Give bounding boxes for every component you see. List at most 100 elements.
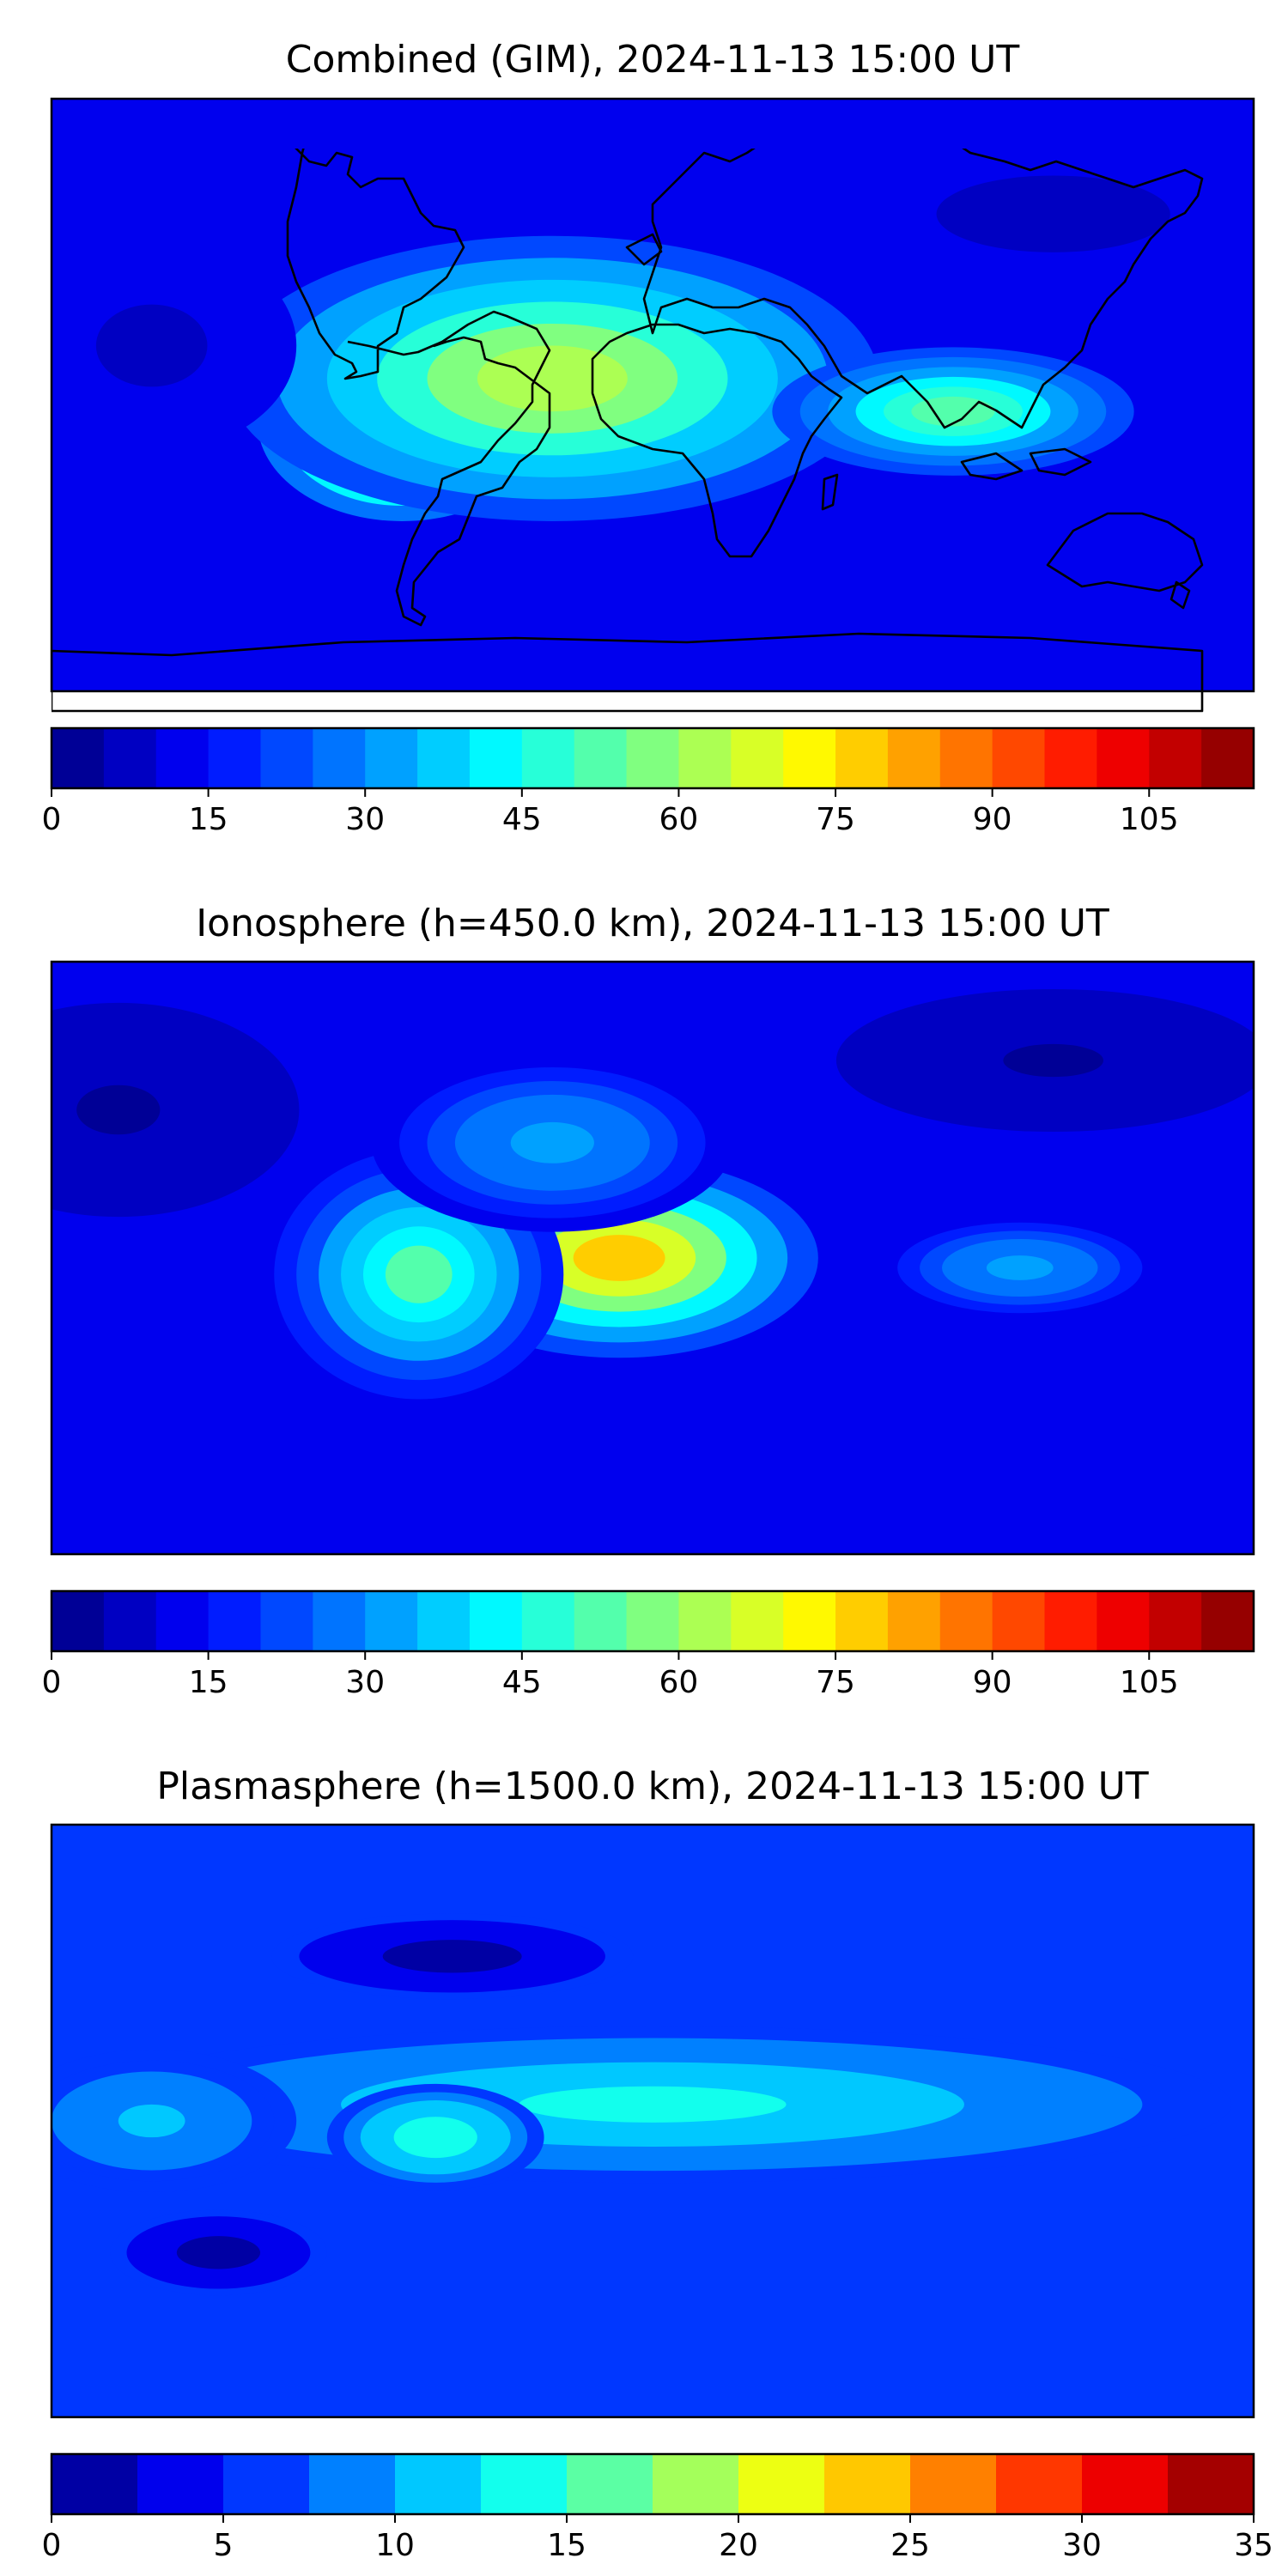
colorbar-tick-label: 15 xyxy=(189,802,228,837)
contour-level xyxy=(477,345,628,412)
contour-level xyxy=(118,320,185,371)
contour-feature xyxy=(227,235,878,521)
contour-feature xyxy=(835,988,1254,1133)
colorbar-segment xyxy=(939,728,993,788)
colorbar-combined: 0 15 30 45 60 75 90 105 xyxy=(42,726,1255,837)
colorbar-tick-label: 0 xyxy=(42,2528,62,2563)
colorbar-segment xyxy=(1201,1591,1255,1651)
colorbar-segment xyxy=(783,1591,836,1651)
contour-level xyxy=(193,2242,244,2263)
map-frame xyxy=(50,97,1255,693)
colorbar-segment xyxy=(52,2454,138,2514)
heatmap-combined xyxy=(50,97,1255,713)
colorbar-segment xyxy=(783,728,836,788)
colorbar-tick-label: 30 xyxy=(345,1665,385,1700)
heatmap-plasmasphere xyxy=(50,1823,1255,2419)
map-frame xyxy=(50,960,1255,1556)
contour-feature xyxy=(52,238,297,453)
colorbar-tick-label: 60 xyxy=(659,802,699,837)
colorbar-segment xyxy=(887,1591,941,1651)
colorbar-segment xyxy=(208,1591,262,1651)
colorbar-segment xyxy=(626,728,680,788)
colorbar-plasmasphere: 0 5 10 15 20 25 30 35 xyxy=(42,2452,1273,2563)
colorbar-frame xyxy=(50,2452,1255,2516)
colorbar-segment xyxy=(738,2454,825,2514)
colorbar-segment xyxy=(365,728,418,788)
colorbar-segment xyxy=(678,728,732,788)
colorbar-tick-label: 90 xyxy=(973,802,1012,837)
colorbar-segment xyxy=(939,1591,993,1651)
colorbar-segment xyxy=(887,728,941,788)
colorbar-tick-label: 105 xyxy=(1120,802,1179,837)
colorbar-tick-label: 30 xyxy=(1062,2528,1102,2563)
colorbar-segment xyxy=(103,728,157,788)
heatmap-ionosphere xyxy=(50,960,1255,1556)
colorbar-segment xyxy=(910,2454,997,2514)
colorbar-segment xyxy=(155,1591,210,1651)
colorbar-segment xyxy=(996,2454,1083,2514)
contour-feature xyxy=(875,1214,1165,1321)
colorbar-segment xyxy=(1201,728,1255,788)
colorbar-segment xyxy=(521,1591,575,1651)
contour-level xyxy=(573,1235,665,1281)
contour-feature xyxy=(835,143,1254,286)
contour-level xyxy=(510,1121,594,1163)
chart-title: Plasmasphere (h=1500.0 km), 2024-11-13 1… xyxy=(156,1765,1148,1808)
contour-feature xyxy=(271,1913,634,2000)
colorbar-segment xyxy=(309,2454,396,2514)
colorbar-segment xyxy=(395,2454,482,2514)
colorbar-ionosphere: 0 15 30 45 60 75 90 105 xyxy=(42,1589,1255,1700)
colorbar-tick-label: 45 xyxy=(502,1665,542,1700)
colorbar-tick-label: 25 xyxy=(890,2528,930,2563)
colorbar-segment xyxy=(626,1591,680,1651)
colorbar-segment xyxy=(521,728,575,788)
colorbar-segment xyxy=(481,2454,568,2514)
contour-feature xyxy=(52,1002,300,1218)
contour-feature xyxy=(772,347,1134,476)
contour-level xyxy=(911,396,995,427)
colorbar-tick-label: 60 xyxy=(659,1665,699,1700)
colorbar-segment xyxy=(731,1591,784,1651)
colorbar-segment xyxy=(417,1591,471,1651)
colorbar-segment xyxy=(313,1591,366,1651)
colorbar-tick-label: 35 xyxy=(1234,2528,1273,2563)
contour-level xyxy=(1003,1043,1103,1078)
colorbar-segment xyxy=(103,1591,157,1651)
colorbar-segment xyxy=(992,728,1046,788)
colorbar-segment xyxy=(731,728,784,788)
colorbar-segment xyxy=(1149,728,1202,788)
colorbar-segment xyxy=(469,728,523,788)
colorbar-tick-label: 90 xyxy=(973,1665,1012,1700)
contour-level xyxy=(118,2104,185,2138)
colorbar-tick-label: 75 xyxy=(816,802,855,837)
colorbar-segment xyxy=(1044,1591,1097,1651)
colorbar-tick-label: 75 xyxy=(816,1665,855,1700)
colorbar-tick-label: 15 xyxy=(547,2528,586,2563)
contour-level xyxy=(76,1084,161,1135)
colorbar-segment xyxy=(208,728,262,788)
colorbar-tick-label: 0 xyxy=(42,802,62,837)
colorbar-segment xyxy=(417,728,471,788)
colorbar-segment xyxy=(567,2454,653,2514)
colorbar-segment xyxy=(1168,2454,1255,2514)
colorbar-segment xyxy=(52,1591,105,1651)
colorbar-tick-label: 5 xyxy=(214,2528,234,2563)
colorbar-segment xyxy=(52,728,105,788)
colorbar-tick-label: 0 xyxy=(42,1665,62,1700)
colorbar-frame xyxy=(50,1589,1255,1653)
map-frame xyxy=(50,1823,1255,2419)
colorbar-segment xyxy=(653,2454,739,2514)
colorbar-tick-label: 20 xyxy=(719,2528,758,2563)
colorbar-segment xyxy=(223,2454,310,2514)
colorbar-segment xyxy=(574,728,628,788)
contour-level xyxy=(385,1245,453,1303)
colorbar-segment xyxy=(137,2454,224,2514)
colorbar-segment xyxy=(574,1591,628,1651)
colorbar-segment xyxy=(1149,1591,1202,1651)
contour-level xyxy=(1003,197,1103,231)
colorbar-segment xyxy=(992,1591,1046,1651)
contour-level xyxy=(410,2124,461,2150)
colorbar-segment xyxy=(1082,2454,1169,2514)
colorbar-segment xyxy=(155,728,210,788)
